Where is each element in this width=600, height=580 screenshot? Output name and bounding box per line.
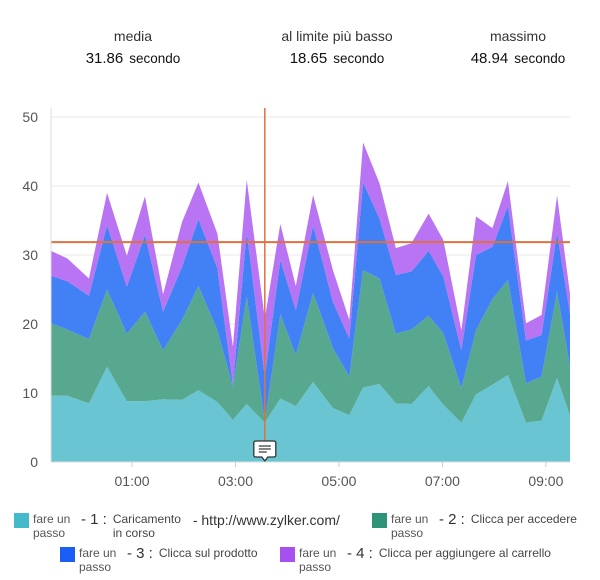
- legend-num: - 4 :: [347, 545, 373, 562]
- legend-num: - 3 :: [127, 545, 153, 562]
- legend-desc: Clicca sul prodotto: [158, 546, 258, 560]
- x-tick-label: 09:00: [528, 473, 563, 489]
- area-series-2: [51, 270, 570, 423]
- legend-item-1[interactable]: fare un passo - 1 : Caricamento in corso…: [14, 512, 340, 540]
- stat-maximum: massimo 48.94 secondo: [433, 28, 600, 68]
- legend-step: fare un passo: [391, 512, 429, 540]
- stat-minimum: al limite più basso 18.65 secondo: [252, 28, 422, 68]
- legend-item-4[interactable]: fare un passo - 4 : Clicca per aggiunger…: [280, 546, 551, 574]
- legend-item-2[interactable]: fare un passo - 2 : Clicca per accedere: [372, 512, 577, 540]
- stacked-area-chart: 0 10 20 30 40 50 01:00 03:00 05:00 07:00 09:00: [22, 108, 570, 489]
- legend-num: - 1 :: [81, 511, 107, 528]
- stat-value: 18.65: [289, 50, 328, 67]
- y-tick-label: 30: [22, 247, 38, 263]
- stat-unit: secondo: [333, 51, 385, 66]
- y-tick-label: 10: [22, 385, 38, 401]
- legend-swatch: [60, 547, 75, 562]
- stat-average: media 31.86 secondo: [48, 28, 218, 68]
- stat-unit: secondo: [514, 51, 566, 66]
- stat-value: 31.86: [85, 50, 124, 67]
- y-tick-label: 0: [30, 454, 38, 470]
- x-tick-label: 03:00: [218, 473, 253, 489]
- area-series-3: [51, 182, 570, 422]
- legend-item-3[interactable]: fare un passo - 3 : Clicca sul prodotto: [60, 546, 258, 574]
- legend-swatch: [14, 513, 29, 528]
- x-tick-label: 05:00: [321, 473, 356, 489]
- stat-value: 48.94: [470, 50, 509, 67]
- legend-swatch: [280, 547, 295, 562]
- stat-label: media: [113, 28, 153, 44]
- stat-unit: secondo: [129, 51, 181, 66]
- x-tick-label: 07:00: [425, 473, 460, 489]
- y-tick-label: 50: [22, 109, 38, 125]
- x-tick-label: 01:00: [115, 473, 150, 489]
- legend-desc: Caricamento in corso: [112, 512, 181, 540]
- y-tick-label: 20: [22, 316, 38, 332]
- legend-step: fare un passo: [33, 512, 71, 540]
- legend-desc: Clicca per accedere: [470, 512, 577, 526]
- legend-url: - http://www.zylker.com/: [192, 512, 340, 528]
- legend-num: - 2 :: [439, 511, 465, 528]
- legend-swatch: [372, 513, 387, 528]
- legend-desc: Clicca per aggiungere al carrello: [378, 546, 551, 560]
- y-tick-label: 40: [22, 178, 38, 194]
- stat-label: massimo: [489, 28, 546, 44]
- legend-step: fare un passo: [299, 546, 337, 574]
- area-series-4: [51, 142, 570, 385]
- legend-step: fare un passo: [79, 546, 117, 574]
- stat-label: al limite più basso: [281, 28, 393, 44]
- area-series-1: [51, 366, 570, 462]
- note-icon[interactable]: [253, 440, 277, 463]
